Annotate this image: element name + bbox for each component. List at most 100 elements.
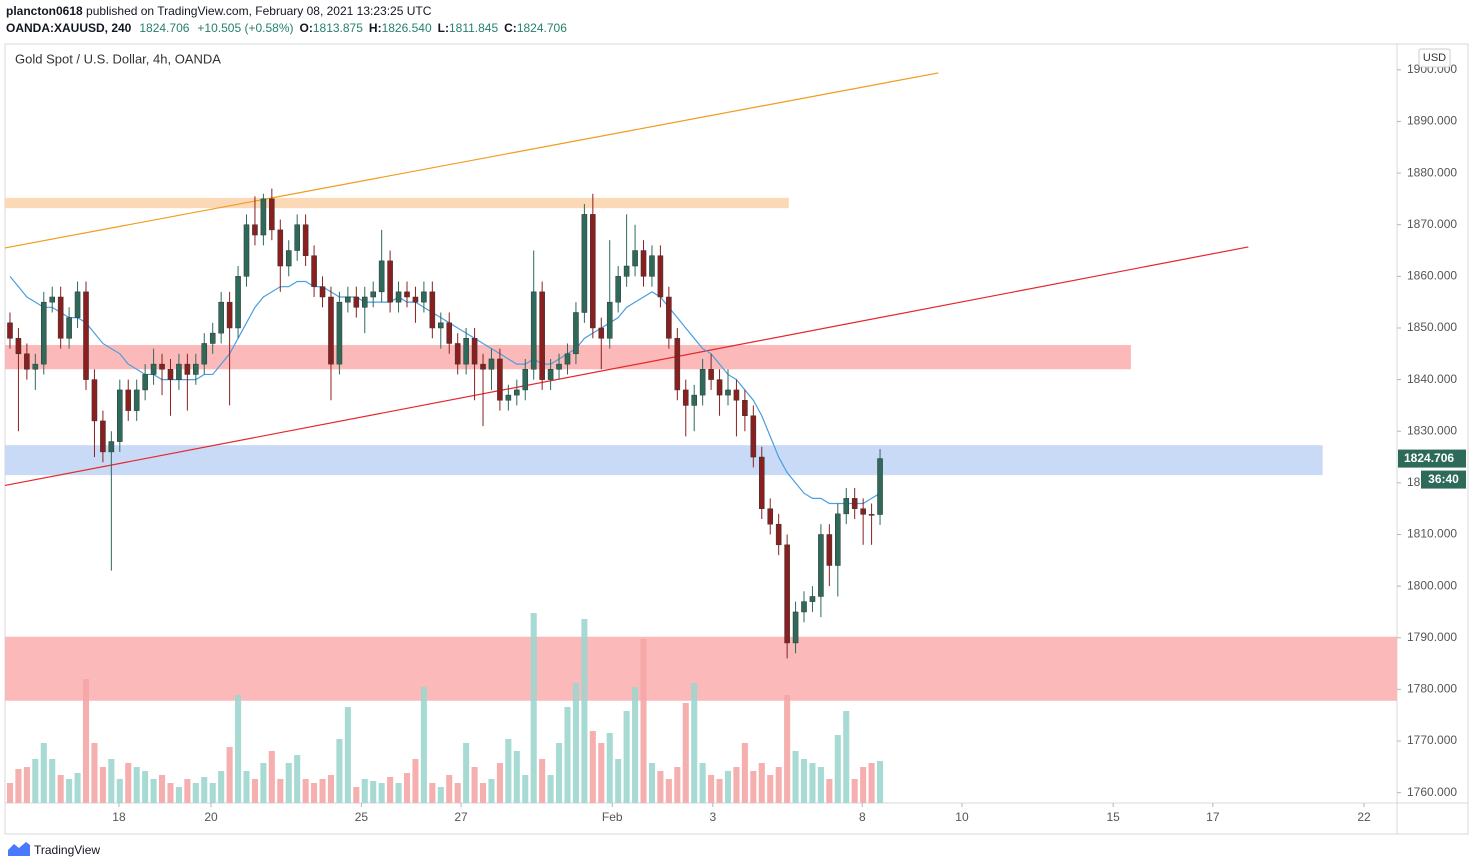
candle-body xyxy=(674,338,681,391)
candle-body xyxy=(438,322,444,329)
y-tick-label: 1770.000 xyxy=(1407,733,1457,747)
volume-bar xyxy=(834,735,841,803)
volume-bar xyxy=(572,683,579,803)
volume-bar xyxy=(243,771,250,803)
candle-body xyxy=(176,363,182,380)
volume-bar xyxy=(750,771,757,803)
x-tick-label: 25 xyxy=(355,810,369,824)
volume-bar xyxy=(66,779,73,803)
trendlines xyxy=(4,72,1249,505)
volume-bar xyxy=(784,695,791,803)
volume-bar xyxy=(741,743,748,803)
volume-bar xyxy=(809,763,816,803)
volume-bar xyxy=(632,687,639,803)
candle-body xyxy=(792,611,799,644)
volume-bar xyxy=(446,775,453,803)
volume-bar xyxy=(513,751,520,803)
candle-body xyxy=(125,389,132,411)
volume-bar xyxy=(598,743,605,803)
header-line-1: plancton0618 published on TradingView.co… xyxy=(6,4,432,18)
candle-body xyxy=(514,389,520,396)
candle-body xyxy=(758,456,765,509)
volume-bar xyxy=(800,759,808,803)
volume-bar xyxy=(378,783,385,803)
candle-body xyxy=(497,358,503,401)
candle-body xyxy=(294,224,300,251)
x-tick-label: 3 xyxy=(709,810,716,824)
volume-bar xyxy=(285,763,292,803)
volume-bar xyxy=(758,763,765,803)
volume-bar xyxy=(539,759,546,803)
candle-body xyxy=(598,327,605,339)
candle-body xyxy=(860,508,866,515)
candle-body xyxy=(404,291,410,298)
timer-box xyxy=(1421,470,1466,489)
x-tick-label: 15 xyxy=(1106,810,1120,824)
volume-bar xyxy=(488,779,495,803)
candle-body xyxy=(454,343,461,365)
x-tick-label: 22 xyxy=(1357,810,1371,824)
volume-bar xyxy=(699,763,706,803)
candle-body xyxy=(150,363,157,375)
h-label: H: xyxy=(369,21,382,35)
candle-body xyxy=(623,265,630,277)
candle-body xyxy=(488,358,495,370)
o: 1813.875 xyxy=(313,21,363,35)
last-price-label: 1824.706 xyxy=(1404,451,1454,465)
volume-bar xyxy=(209,783,216,803)
candle-body xyxy=(556,363,562,370)
candle-body xyxy=(387,260,393,303)
volume-bar xyxy=(437,787,444,803)
author: plancton0618 xyxy=(6,4,83,18)
x-tick-label: 8 xyxy=(859,810,866,824)
candle-body xyxy=(378,260,385,293)
volume-bar xyxy=(150,779,157,803)
volume-bar xyxy=(23,767,30,803)
candle-body xyxy=(564,353,571,365)
candle-body xyxy=(159,363,165,370)
volume-bar xyxy=(184,779,191,803)
candle-body xyxy=(74,291,81,318)
published: published on TradingView.com, February 0… xyxy=(86,4,432,18)
candle-body xyxy=(877,458,883,515)
volume-bar xyxy=(294,755,301,803)
volume-bar xyxy=(277,779,284,803)
volume-bar xyxy=(412,759,419,803)
volume-bar xyxy=(370,781,377,803)
x-tick-label: Feb xyxy=(602,810,623,824)
candle-body xyxy=(530,291,537,370)
y-tick-label: 1830.000 xyxy=(1407,423,1457,437)
volume-bar xyxy=(724,771,732,803)
candle-body xyxy=(742,400,748,417)
y-tick-label: 1860.000 xyxy=(1407,269,1457,283)
volume-bar xyxy=(302,779,309,803)
candle-body xyxy=(809,596,816,602)
volume-bar xyxy=(851,779,858,803)
candle-body xyxy=(49,296,56,303)
volume-bar xyxy=(125,763,132,803)
candle-body xyxy=(277,229,284,267)
y-tick-label: 1840.000 xyxy=(1407,372,1457,386)
candle-body xyxy=(716,379,723,396)
last: 1824.706 xyxy=(139,21,189,35)
volume-bar xyxy=(767,775,774,803)
volume-bar xyxy=(201,777,208,803)
volume-bar xyxy=(218,771,225,803)
c-label: C: xyxy=(504,21,517,35)
candle-body xyxy=(868,514,875,516)
volume-bar xyxy=(327,775,335,803)
candle-body xyxy=(260,198,267,236)
volume-bar xyxy=(429,783,436,803)
currency: USD xyxy=(1423,52,1446,64)
volume-bar xyxy=(387,777,394,803)
candle-body xyxy=(108,441,115,453)
volume-bar xyxy=(344,707,351,803)
volume xyxy=(6,613,884,803)
candle-body xyxy=(657,255,664,298)
y-tick-label: 1790.000 xyxy=(1407,630,1457,644)
volume-bar xyxy=(319,779,326,803)
volume-bar xyxy=(547,775,554,803)
change: +10.505 (+0.58%) xyxy=(197,21,293,35)
candle-body xyxy=(733,389,740,401)
